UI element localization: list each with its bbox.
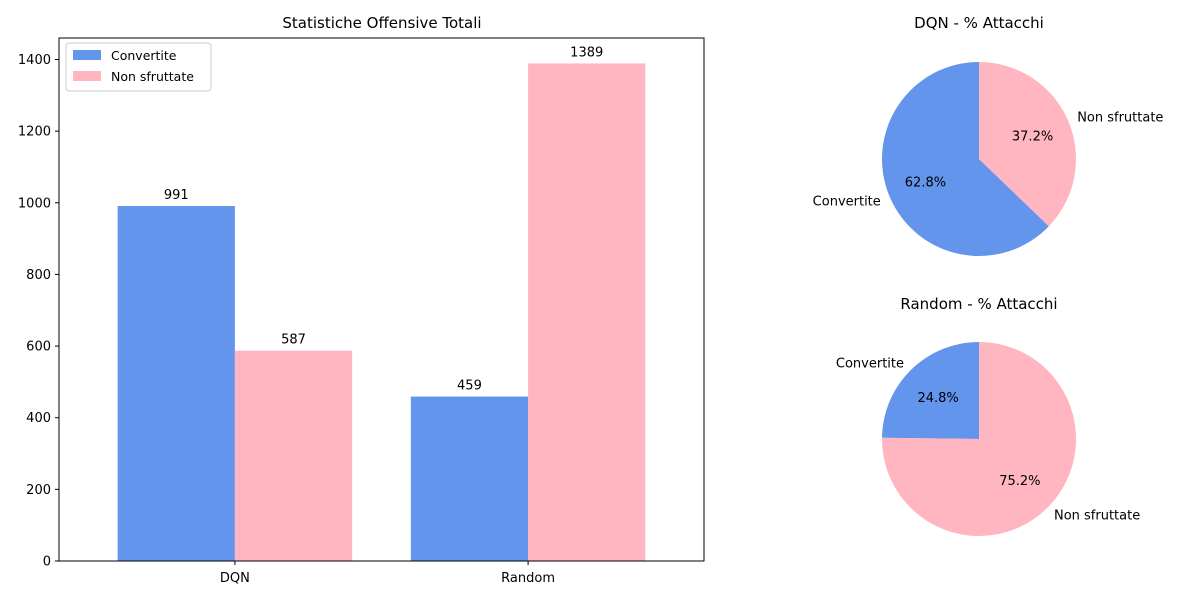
y-tick-label: 200 bbox=[26, 483, 51, 498]
bar-random-convertite bbox=[410, 396, 529, 561]
y-axis: 0 200 400 600 800 1000 1200 1400 bbox=[18, 53, 59, 570]
legend: Convertite Non sfruttate bbox=[65, 42, 212, 92]
y-tick-label: 400 bbox=[26, 411, 51, 426]
x-axis: DQN Random bbox=[220, 561, 555, 586]
pie-pct-label: 24.8% bbox=[917, 391, 958, 406]
legend-swatch-non-sfruttate bbox=[73, 71, 101, 81]
y-tick-label: 1200 bbox=[18, 125, 51, 140]
pie-slice-non-sfruttate bbox=[979, 62, 1077, 227]
pie-slice-label: Convertite bbox=[836, 357, 904, 372]
bar-layer: 991 587 459 1389 bbox=[117, 45, 646, 561]
legend-box bbox=[65, 42, 212, 92]
pie-pct-label: 75.2% bbox=[999, 474, 1040, 489]
y-tick-label: 1400 bbox=[18, 53, 51, 68]
pie-slice-label: Non sfruttate bbox=[1077, 111, 1163, 126]
pie-dqn-title: DQN - % Attacchi bbox=[914, 14, 1044, 32]
bar-dqn-non-sfruttate bbox=[234, 350, 353, 561]
legend-label-convertite: Convertite bbox=[111, 48, 177, 63]
bar-value-label: 587 bbox=[281, 333, 306, 348]
x-tick-label: DQN bbox=[220, 571, 250, 586]
y-tick-label: 600 bbox=[26, 340, 51, 355]
pie-pct-label: 62.8% bbox=[905, 175, 946, 190]
bar-plot-frame bbox=[58, 37, 705, 562]
pie-pct-label: 37.2% bbox=[1012, 130, 1053, 145]
bar-chart: Statistiche Offensive Totali 991 587 459 13… bbox=[18, 14, 705, 586]
pie-random-slices: 24.8% Convertite 75.2% Non sfruttate bbox=[836, 342, 1140, 536]
pie-slice-label: Convertite bbox=[813, 194, 881, 209]
y-tick-label: 800 bbox=[26, 268, 51, 283]
y-tick-label: 1000 bbox=[18, 196, 51, 211]
pie-chart-dqn: DQN - % Attacchi 62.8% Convertite 37.2% Non… bbox=[813, 14, 1163, 256]
x-tick-label: Random bbox=[501, 571, 555, 586]
y-tick-label: 0 bbox=[43, 555, 51, 570]
bar-value-label: 459 bbox=[457, 379, 482, 394]
pie-random-title: Random - % Attacchi bbox=[900, 295, 1057, 313]
bar-random-non-sfruttate bbox=[528, 63, 646, 561]
legend-label-non-sfruttate: Non sfruttate bbox=[111, 69, 194, 84]
bar-dqn-convertite bbox=[117, 206, 235, 561]
pie-dqn-slices: 62.8% Convertite 37.2% Non sfruttate bbox=[813, 62, 1163, 256]
pie-slice-label: Non sfruttate bbox=[1054, 508, 1140, 523]
bar-chart-title: Statistiche Offensive Totali bbox=[282, 14, 481, 32]
bar-value-label: 1389 bbox=[570, 45, 603, 60]
legend-swatch-convertite bbox=[73, 50, 101, 60]
bar-value-label: 991 bbox=[164, 188, 189, 203]
pie-slice-convertite bbox=[882, 342, 979, 439]
pie-slice-convertite bbox=[882, 62, 1049, 256]
pie-chart-random: Random - % Attacchi 24.8% Convertite 75.2%… bbox=[836, 295, 1140, 536]
pie-slice-non-sfruttate bbox=[882, 342, 1077, 536]
